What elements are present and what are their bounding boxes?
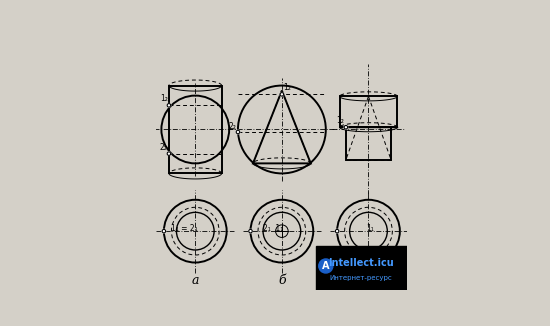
Circle shape: [236, 130, 240, 134]
Circle shape: [167, 152, 170, 156]
Text: 2₂: 2₂: [160, 143, 168, 152]
Text: 1₁: 1₁: [366, 224, 373, 233]
Text: A: A: [322, 261, 329, 271]
Text: 1₂: 1₂: [160, 94, 168, 103]
Text: а: а: [191, 274, 199, 287]
Circle shape: [344, 126, 348, 129]
Bar: [169, 85, 222, 173]
Circle shape: [249, 230, 252, 233]
Text: б: б: [278, 274, 285, 287]
Text: 1₂: 1₂: [336, 116, 344, 125]
Text: 1₁ = 2₁: 1₁ = 2₁: [172, 224, 198, 233]
Circle shape: [162, 230, 166, 233]
Bar: [346, 127, 391, 160]
Circle shape: [319, 259, 333, 273]
Circle shape: [280, 93, 284, 96]
Text: 2₁  1₁: 2₁ 1₁: [263, 224, 283, 233]
Bar: [339, 96, 397, 127]
Text: 1₂: 1₂: [283, 83, 291, 92]
Circle shape: [167, 104, 170, 107]
Text: Интернет-ресурс: Интернет-ресурс: [329, 275, 392, 281]
Bar: [316, 246, 408, 290]
Text: Intellect.icu: Intellect.icu: [328, 258, 394, 268]
Circle shape: [336, 230, 339, 233]
Text: 2₂: 2₂: [228, 122, 236, 131]
